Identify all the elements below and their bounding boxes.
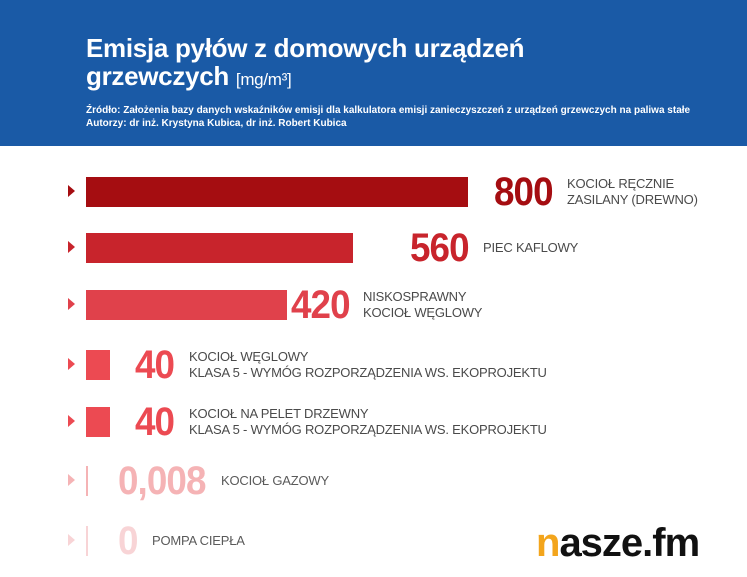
category-label: KOCIOŁ RĘCZNIE ZASILANY (DREWNO) <box>567 170 698 214</box>
category-label-line: POMPA CIEPŁA <box>152 533 245 548</box>
chart-row: 40 KOCIOŁ WĘGLOWY KLASA 5 - WYMÓG ROZPORZĄ… <box>0 343 747 387</box>
bar <box>86 177 468 207</box>
category-label-line: NISKOSPRAWNY <box>363 289 467 304</box>
logo-text: asze.fm <box>559 521 700 565</box>
category-label-line: KOCIOŁ WĘGLOWY <box>189 349 309 364</box>
chart-row: 40 KOCIOŁ NA PELET DRZEWNY KLASA 5 - WYMÓG… <box>0 400 747 444</box>
bar <box>86 407 110 437</box>
value-label: 800 <box>494 170 554 214</box>
category-label-line: ZASILANY (DREWNO) <box>567 192 698 207</box>
source-line-2: Autorzy: dr inż. Krystyna Kubica, dr inż… <box>86 118 347 129</box>
value-label: 420 <box>291 283 351 327</box>
category-label-line: KOCIOŁ NA PELET DRZEWNY <box>189 406 369 421</box>
logo-letter-n: n <box>536 521 560 565</box>
bar <box>86 526 88 556</box>
chart-row: 420 NISKOSPRAWNY KOCIOŁ WĘGLOWY <box>0 283 747 327</box>
category-label-line: KLASA 5 - WYMÓG ROZPORZĄDZENIA WS. EKOPR… <box>189 422 547 437</box>
category-label: KOCIOŁ NA PELET DRZEWNY KLASA 5 - WYMÓG R… <box>189 400 547 444</box>
chart-row: 0,008 KOCIOŁ GAZOWY <box>0 459 747 503</box>
category-label: NISKOSPRAWNY KOCIOŁ WĘGLOWY <box>363 283 482 327</box>
category-label: PIEC KAFLOWY <box>483 226 578 270</box>
chart-title: Emisja pyłów z domowych urządzeń grzewcz… <box>86 33 525 94</box>
row-marker-icon <box>68 241 75 253</box>
bar <box>86 466 88 496</box>
source-note: Źródło: Założenia bazy danych wskaźników… <box>86 104 690 130</box>
value-label: 560 <box>410 226 470 270</box>
row-marker-icon <box>68 358 75 370</box>
bar-chart: 800 KOCIOŁ RĘCZNIE ZASILANY (DREWNO) 560 PIE… <box>0 146 747 577</box>
row-marker-icon <box>68 474 75 486</box>
value-label: 40 <box>135 343 175 387</box>
category-label: KOCIOŁ WĘGLOWY KLASA 5 - WYMÓG ROZPORZĄDZ… <box>189 343 547 387</box>
source-line-1: Źródło: Założenia bazy danych wskaźników… <box>86 105 691 116</box>
title-line-2-text: grzewczych <box>86 61 229 91</box>
chart-row: 800 KOCIOŁ RĘCZNIE ZASILANY (DREWNO) <box>0 170 747 214</box>
row-marker-icon <box>68 298 75 310</box>
category-label-line: KOCIOŁ WĘGLOWY <box>363 305 483 320</box>
bar <box>86 290 287 320</box>
title-line-1: Emisja pyłów z domowych urządzeń <box>86 33 525 63</box>
row-marker-icon <box>68 185 75 197</box>
value-label: 0 <box>118 519 138 563</box>
bar <box>86 233 354 263</box>
row-marker-icon <box>68 534 75 546</box>
value-label: 0,008 <box>118 459 206 503</box>
value-label: 40 <box>135 400 175 444</box>
category-label-line: PIEC KAFLOWY <box>483 240 579 255</box>
category-label-line: KOCIOŁ GAZOWY <box>221 473 329 488</box>
row-marker-icon <box>68 415 75 427</box>
bar <box>86 350 110 380</box>
header-banner: Emisja pyłów z domowych urządzeń grzewcz… <box>0 0 747 146</box>
category-label-line: KLASA 5 - WYMÓG ROZPORZĄDZENIA WS. EKOPR… <box>189 365 547 380</box>
chart-row: 560 PIEC KAFLOWY <box>0 226 747 270</box>
chart-row: 0 POMPA CIEPŁA <box>0 519 747 563</box>
title-line-2: grzewczych [mg/m³] <box>86 62 524 94</box>
title-unit: [mg/m³] <box>235 70 292 89</box>
nasze-fm-logo: nasze.fm <box>536 520 700 566</box>
category-label-line: KOCIOŁ RĘCZNIE <box>567 176 674 191</box>
category-label: POMPA CIEPŁA <box>152 519 245 563</box>
category-label: KOCIOŁ GAZOWY <box>221 459 329 503</box>
